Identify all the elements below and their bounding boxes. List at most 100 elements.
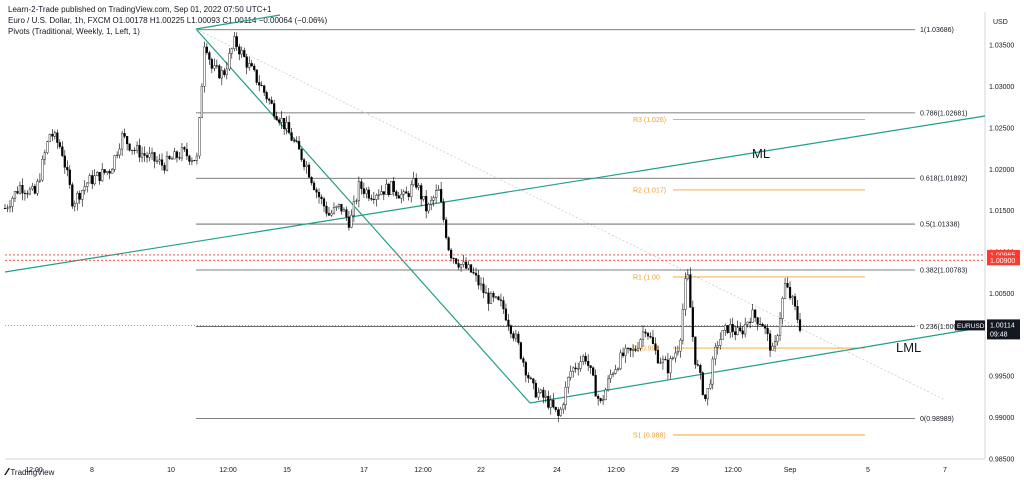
candle-body xyxy=(554,406,557,410)
candle-body xyxy=(616,368,620,370)
candle-body xyxy=(327,213,331,216)
candle-body xyxy=(260,85,263,87)
candle-body xyxy=(153,152,156,162)
candle-body xyxy=(437,189,440,191)
candle-body xyxy=(106,171,109,173)
price-marker-box xyxy=(987,249,1020,260)
candle-body xyxy=(791,296,794,299)
candles-group xyxy=(3,31,802,423)
candle-body xyxy=(788,287,792,299)
candle-body xyxy=(170,158,174,160)
x-tick-label: 12:00 xyxy=(724,467,742,474)
candle-body xyxy=(579,361,582,369)
candle-body xyxy=(407,193,410,197)
candle-body xyxy=(783,283,787,299)
candle-body xyxy=(704,394,707,400)
candle-body xyxy=(41,158,44,181)
candle-body xyxy=(213,65,216,69)
candle-body xyxy=(285,122,288,129)
pivot-level-label: S1 (0.988) xyxy=(633,432,666,439)
lower-median-line xyxy=(529,326,986,404)
candle-body xyxy=(430,200,433,205)
candle-body xyxy=(569,371,572,378)
candle-body xyxy=(467,264,470,269)
candle-body xyxy=(651,336,655,344)
candle-body xyxy=(203,46,206,87)
candle-body xyxy=(180,147,184,159)
candle-body xyxy=(101,169,104,181)
candle-body xyxy=(532,378,535,384)
candle-body xyxy=(198,117,201,157)
candle-body xyxy=(208,52,211,60)
candle-body xyxy=(397,195,400,199)
candle-body xyxy=(639,339,642,349)
candle-body xyxy=(484,292,488,294)
candle-body xyxy=(462,261,465,265)
candle-body xyxy=(103,169,106,173)
candle-body xyxy=(315,189,318,193)
candle-body xyxy=(796,306,799,320)
candle-body xyxy=(691,307,694,338)
candle-body xyxy=(123,133,126,137)
candle-body xyxy=(352,201,356,216)
candle-body xyxy=(751,309,754,323)
candle-body xyxy=(150,152,154,155)
y-tick-label: 0.99000 xyxy=(989,415,1014,422)
candle-body xyxy=(469,264,473,273)
candle-body xyxy=(51,133,54,137)
candle-body xyxy=(619,352,622,370)
candle-body xyxy=(270,99,273,104)
candle-body xyxy=(288,122,291,133)
candle-body xyxy=(771,345,774,351)
candle-body xyxy=(459,264,463,268)
candle-body xyxy=(449,249,453,259)
candle-body xyxy=(464,261,468,269)
candle-body xyxy=(714,346,717,360)
candle-body xyxy=(126,136,129,145)
fib-level-label: 0.236(1.000 xyxy=(920,324,957,331)
candle-body xyxy=(621,352,625,356)
candle-body xyxy=(761,324,764,327)
candle-body xyxy=(534,382,537,398)
candle-body xyxy=(96,171,99,177)
candle-body xyxy=(11,198,14,207)
candle-body xyxy=(392,181,395,192)
candle-body xyxy=(477,275,480,286)
candle-body xyxy=(86,182,89,187)
candle-body xyxy=(529,377,532,379)
pitchfork-upper-stub xyxy=(195,14,281,30)
candle-body xyxy=(701,372,704,395)
x-tick-label: 12:00 xyxy=(414,467,432,474)
candle-body xyxy=(776,335,779,342)
candle-body xyxy=(347,216,351,228)
candle-body xyxy=(63,155,66,168)
candle-body xyxy=(342,209,346,212)
candle-body xyxy=(16,191,19,194)
candle-body xyxy=(218,65,221,79)
x-tick-label: 22 xyxy=(477,467,485,474)
candle-body xyxy=(263,85,266,93)
candle-body xyxy=(235,36,238,47)
candle-body xyxy=(165,155,169,171)
candle-body xyxy=(66,167,69,171)
x-tick-label: Sep xyxy=(784,467,797,474)
candle-body xyxy=(746,321,749,325)
candle-body xyxy=(300,149,303,160)
candle-body xyxy=(572,367,575,372)
candle-body xyxy=(517,333,520,343)
candle-body xyxy=(320,196,323,199)
pitchfork-diagonal-guide xyxy=(195,28,946,401)
candle-body xyxy=(435,190,438,198)
trendline-annotation: LML xyxy=(896,340,921,355)
candle-body xyxy=(559,408,562,416)
candle-body xyxy=(454,258,458,264)
candle-body xyxy=(258,82,261,86)
candle-body xyxy=(268,98,271,101)
last-price-label: 1.00114 xyxy=(990,322,1015,329)
candle-body xyxy=(786,283,789,288)
pivot-level-label: R3 (1.026) xyxy=(633,117,666,124)
candle-body xyxy=(557,409,560,416)
candle-body xyxy=(200,86,203,118)
candle-body xyxy=(734,331,737,335)
